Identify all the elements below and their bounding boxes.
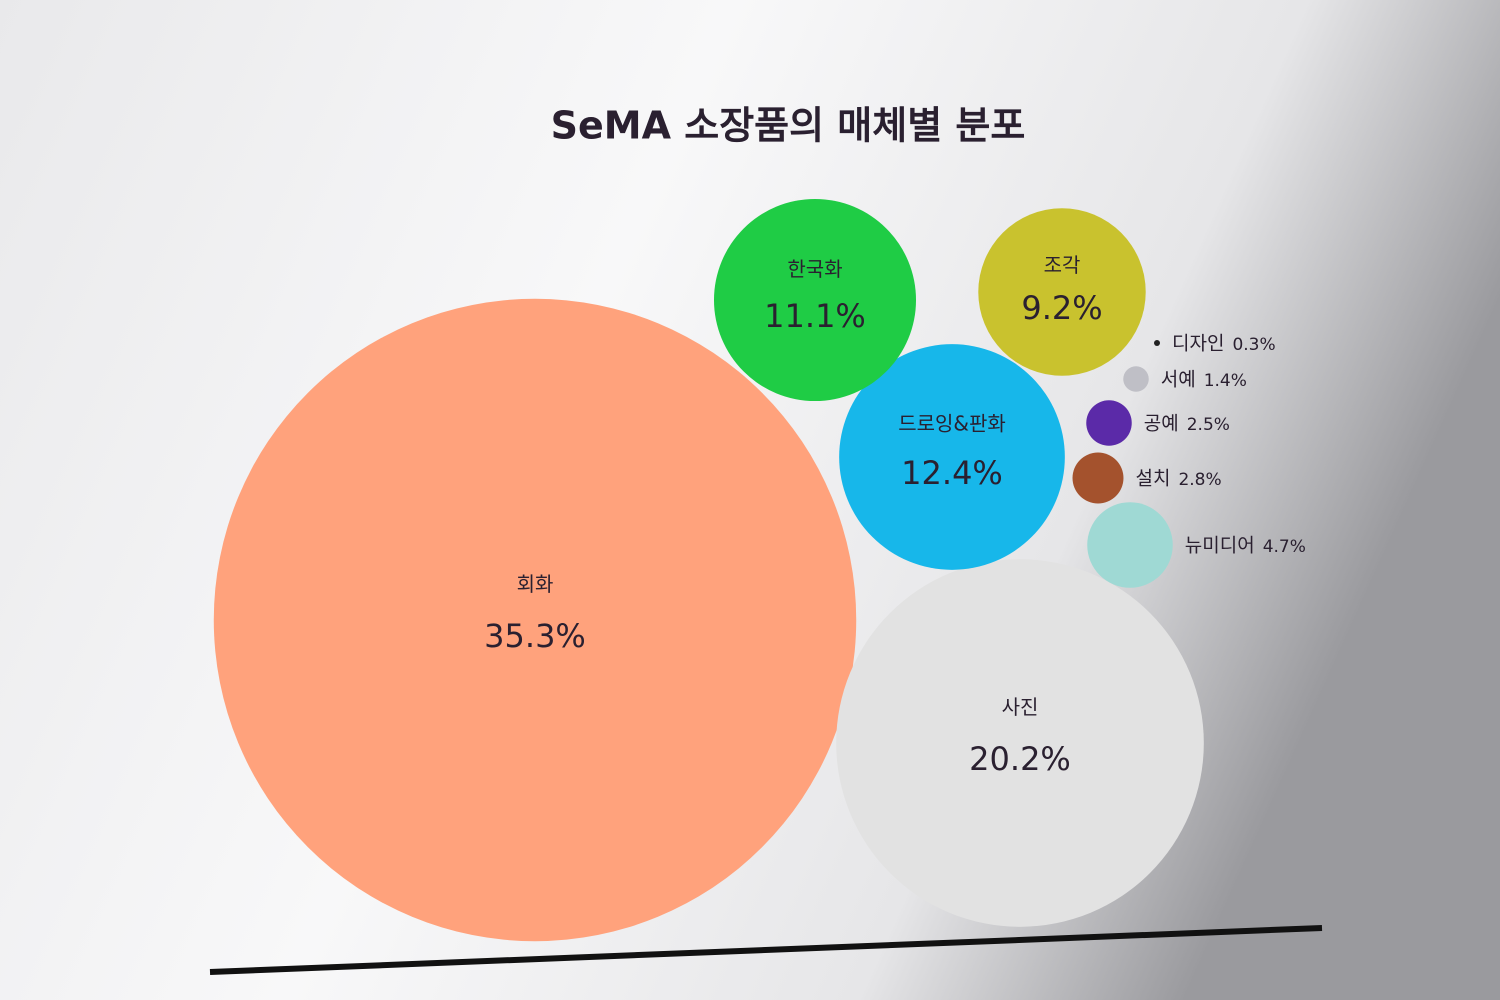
value-label: 2.8% (1178, 470, 1221, 490)
bubble-label: 디자인 (1172, 333, 1224, 355)
bubble (1086, 400, 1132, 446)
bubble-label: 설치 (1135, 468, 1170, 490)
value-label: 35.3% (484, 617, 586, 655)
value-label: 12.4% (901, 454, 1003, 492)
bubble-label: 사진 (1002, 695, 1039, 719)
bubble-label: 서예 (1161, 369, 1196, 391)
baseline-rule (209, 925, 1323, 975)
value-label: 20.2% (969, 740, 1071, 778)
value-label: 2.5% (1187, 415, 1230, 435)
bubble (213, 298, 857, 942)
bubble (1087, 502, 1173, 588)
value-label: 9.2% (1021, 289, 1102, 327)
bubble (1072, 452, 1124, 504)
bubble (978, 208, 1146, 376)
bubble (1154, 340, 1160, 346)
bubble (839, 344, 1065, 570)
bubble-label: 뉴미디어 (1185, 535, 1255, 557)
bubble-label: 조각 (1044, 253, 1081, 277)
bubble-label: 드로잉&판화 (898, 411, 1006, 435)
bubble-label: 회화 (517, 572, 554, 596)
value-label: 11.1% (764, 297, 866, 335)
bubble (713, 198, 917, 402)
chart-title: SeMA 소장품의 매체별 분포 (551, 104, 1026, 148)
value-label: 0.3% (1232, 335, 1275, 355)
value-label: 4.7% (1263, 537, 1306, 557)
bubble (836, 559, 1204, 927)
bubble-label: 한국화 (787, 257, 842, 281)
bubble (1123, 366, 1149, 392)
bubble-label: 공예 (1144, 413, 1179, 435)
value-label: 1.4% (1204, 371, 1247, 391)
